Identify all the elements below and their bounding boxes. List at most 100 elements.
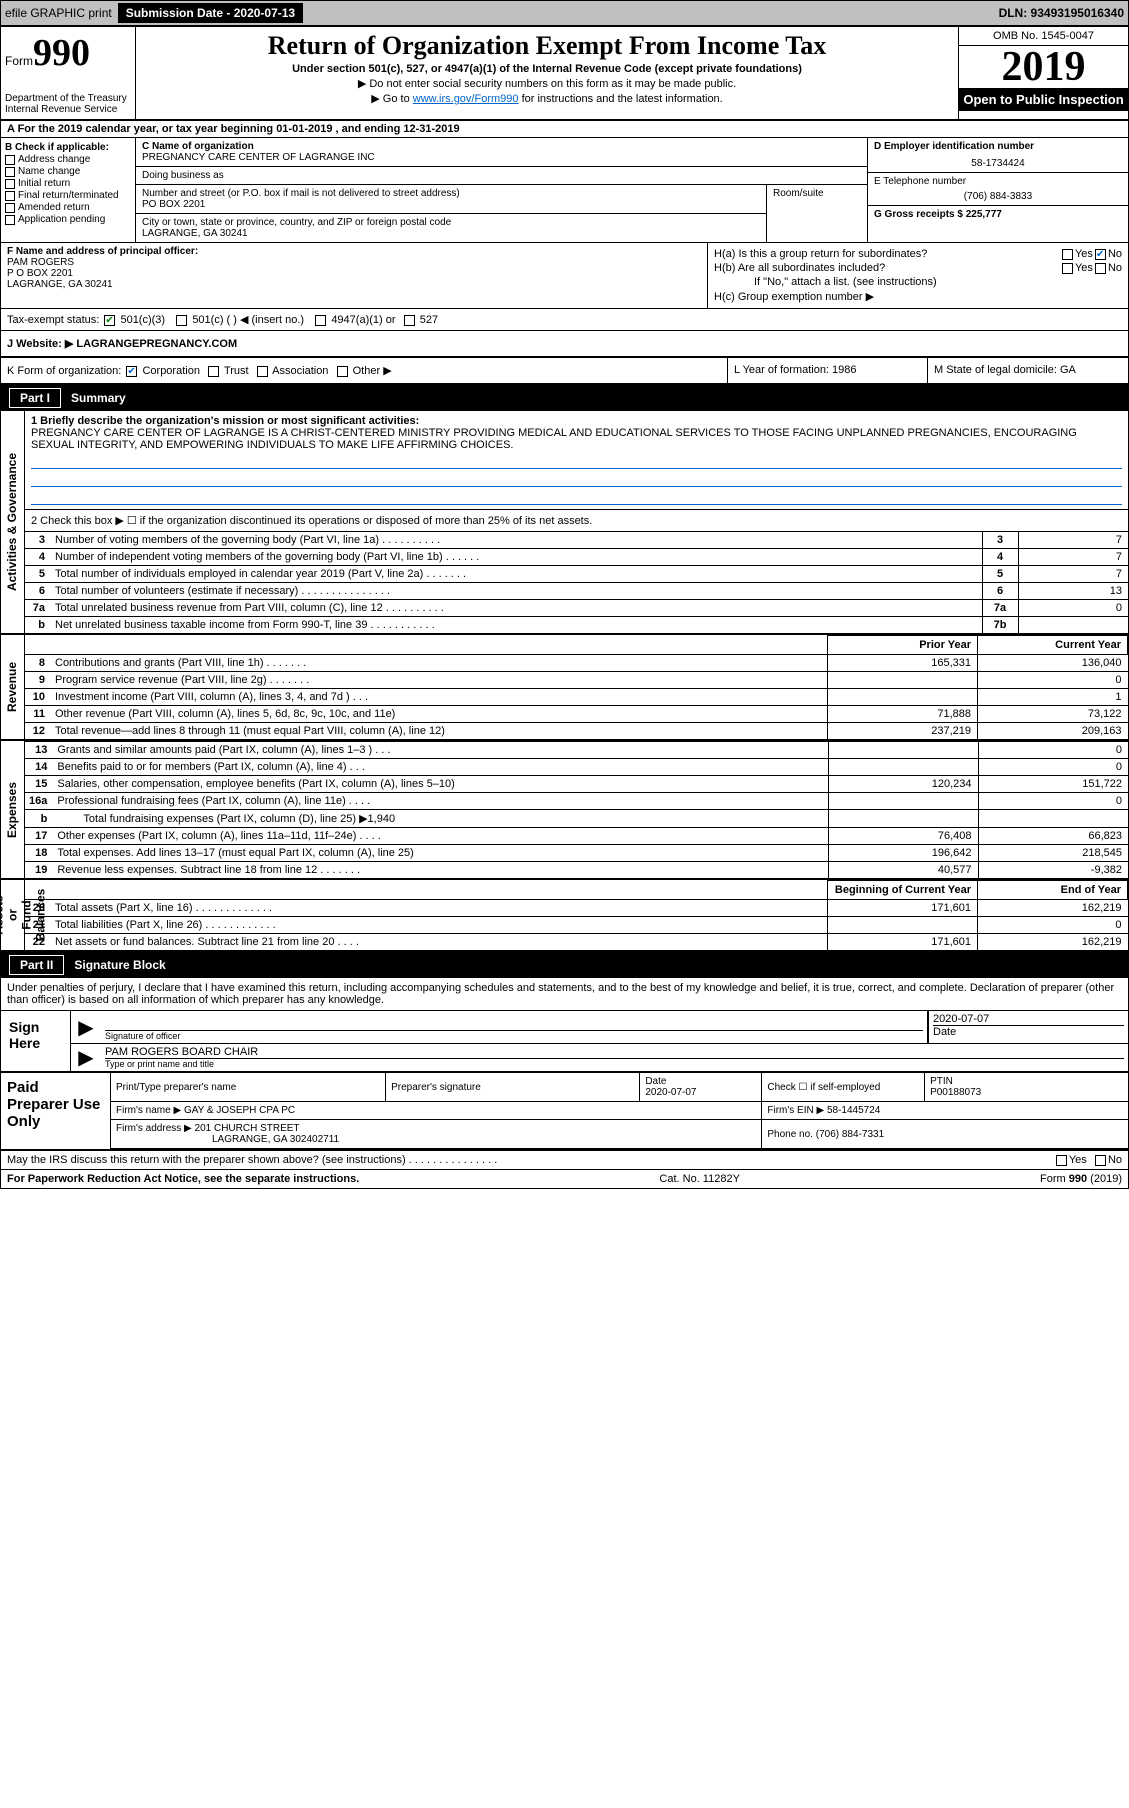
hb-yes-lbl: Yes	[1075, 262, 1093, 274]
col-l: L Year of formation: 1986	[728, 358, 928, 383]
ag-table: 3Number of voting members of the governi…	[25, 531, 1128, 633]
chk-address-change[interactable]	[5, 155, 15, 165]
sig-date-val: 2020-07-07	[933, 1013, 1124, 1025]
lbl-address-change: Address change	[18, 154, 90, 165]
chk-assoc[interactable]	[257, 366, 268, 377]
table-row: 20Total assets (Part X, line 16) . . . .…	[25, 900, 1128, 917]
submission-date-btn[interactable]: Submission Date - 2020-07-13	[118, 3, 303, 23]
hb-label: H(b) Are all subordinates included?	[714, 262, 1060, 274]
lbl-corp: Corporation	[142, 365, 199, 377]
hb-no-lbl: No	[1108, 262, 1122, 274]
chk-trust[interactable]	[208, 366, 219, 377]
chk-final-return[interactable]	[5, 191, 15, 201]
chk-501c[interactable]	[176, 315, 187, 326]
c-addr-label: Number and street (or P.O. box if mail i…	[142, 188, 760, 199]
q1-block: 1 Briefly describe the organization's mi…	[25, 411, 1128, 509]
d-value: 58-1734424	[874, 158, 1122, 169]
table-row: bTotal fundraising expenses (Part IX, co…	[25, 810, 1128, 828]
header-center: Return of Organization Exempt From Incom…	[136, 27, 958, 119]
page-footer: For Paperwork Reduction Act Notice, see …	[1, 1170, 1128, 1188]
chk-527[interactable]	[404, 315, 415, 326]
arrow-icon-2: ▶	[71, 1044, 101, 1071]
paid-preparer-row: Paid Preparer Use Only Print/Type prepar…	[1, 1073, 1128, 1151]
part1-netassets: Net Assets or Fund Balances Beginning of…	[1, 880, 1128, 952]
form-ref: Form 990 (2019)	[1040, 1173, 1122, 1185]
chk-501c3[interactable]	[104, 315, 115, 326]
signature-block: Under penalties of perjury, I declare th…	[1, 978, 1128, 1170]
sign-here-label: Sign Here	[1, 1011, 71, 1071]
open-public: Open to Public Inspection	[959, 88, 1128, 111]
j-value: LAGRANGEPREGNANCY.COM	[76, 338, 237, 350]
lbl-assoc: Association	[272, 365, 328, 377]
table-row: 15Salaries, other compensation, employee…	[25, 776, 1128, 793]
ha-no[interactable]	[1095, 249, 1106, 260]
table-row: 9Program service revenue (Part VIII, lin…	[25, 672, 1128, 689]
ptin-lbl: PTIN	[930, 1076, 953, 1087]
note2-post: for instructions and the latest informat…	[519, 93, 723, 105]
lbl-4947: 4947(a)(1) or	[331, 314, 395, 326]
f-addr1: P O BOX 2201	[7, 268, 701, 279]
q2-block: 2 Check this box ▶ ☐ if the organization…	[25, 509, 1128, 531]
sign-here-row: Sign Here ▶ Signature of officer 2020-07…	[1, 1011, 1128, 1073]
c-name-value: PREGNANCY CARE CENTER OF LAGRANGE INC	[142, 152, 861, 163]
preparer-table: Print/Type preparer's name Preparer's si…	[111, 1073, 1128, 1149]
form990-link[interactable]: www.irs.gov/Form990	[413, 93, 519, 105]
c-addr-value: PO BOX 2201	[142, 199, 760, 210]
sig-officer-lbl: Signature of officer	[105, 1031, 923, 1041]
chk-app-pending[interactable]	[5, 215, 15, 225]
c-room-label: Room/suite	[767, 185, 867, 242]
table-row: 11Other revenue (Part VIII, column (A), …	[25, 706, 1128, 723]
eoy-hdr: End of Year	[978, 881, 1128, 900]
table-row: 16aProfessional fundraising fees (Part I…	[25, 793, 1128, 810]
hb-no[interactable]	[1095, 263, 1106, 274]
j-label: J Website: ▶	[7, 338, 73, 350]
col-k: K Form of organization: Corporation Trus…	[1, 358, 728, 383]
g-gross-receipts: G Gross receipts $ 225,777	[868, 205, 1128, 223]
chk-amended[interactable]	[5, 203, 15, 213]
e-label: E Telephone number	[874, 176, 1122, 187]
dln-label: DLN: 93493195016340	[999, 6, 1124, 20]
sig-date-lbl: Date	[933, 1025, 1124, 1038]
paid-preparer-label: Paid Preparer Use Only	[1, 1073, 111, 1149]
discuss-no-lbl: No	[1108, 1154, 1122, 1166]
firm-ein-lbl: Firm's EIN ▶	[767, 1105, 824, 1116]
header-right: OMB No. 1545-0047 2019 Open to Public In…	[958, 27, 1128, 119]
table-row: 19Revenue less expenses. Subtract line 1…	[25, 862, 1128, 879]
discuss-yes-lbl: Yes	[1069, 1154, 1087, 1166]
lbl-initial-return: Initial return	[18, 178, 70, 189]
f-addr2: LAGRANGE, GA 30241	[7, 279, 701, 290]
table-row: 7aTotal unrelated business revenue from …	[25, 600, 1128, 617]
fh-row: F Name and address of principal officer:…	[1, 243, 1128, 309]
chk-initial-return[interactable]	[5, 179, 15, 189]
note2-pre: ▶ Go to	[371, 93, 412, 105]
side-ag: Activities & Governance	[1, 411, 25, 633]
hb-yes[interactable]	[1062, 263, 1073, 274]
chk-4947[interactable]	[315, 315, 326, 326]
phone-lbl: Phone no.	[767, 1129, 813, 1140]
ha-yes[interactable]	[1062, 249, 1073, 260]
tax-year: 2019	[959, 46, 1128, 88]
arrow-icon: ▶	[71, 1011, 101, 1043]
discuss-no[interactable]	[1095, 1155, 1106, 1166]
header-note1: ▶ Do not enter social security numbers o…	[144, 77, 950, 90]
chk-other[interactable]	[337, 366, 348, 377]
tax-exempt-row: Tax-exempt status: 501(c)(3) 501(c) ( ) …	[1, 309, 1128, 331]
chk-name-change[interactable]	[5, 167, 15, 177]
table-row: 14Benefits paid to or for members (Part …	[25, 759, 1128, 776]
part1-activities: Activities & Governance 1 Briefly descri…	[1, 411, 1128, 635]
discuss-row: May the IRS discuss this return with the…	[1, 1151, 1128, 1170]
lbl-name-change: Name change	[18, 166, 80, 177]
discuss-yes[interactable]	[1056, 1155, 1067, 1166]
prep-date-val: 2020-07-07	[645, 1087, 696, 1098]
c-name-block: C Name of organization PREGNANCY CARE CE…	[136, 138, 867, 167]
chk-corp[interactable]	[126, 366, 137, 377]
table-row: 17Other expenses (Part IX, column (A), l…	[25, 828, 1128, 845]
part1-num: Part I	[9, 388, 61, 408]
form-number: 990	[33, 32, 90, 74]
ha-label: H(a) Is this a group return for subordin…	[714, 248, 1060, 260]
firm-addr1: 201 CHURCH STREET	[195, 1123, 300, 1134]
efile-label: efile GRAPHIC print	[5, 6, 112, 20]
klm-row: K Form of organization: Corporation Trus…	[1, 358, 1128, 385]
side-rev: Revenue	[1, 635, 25, 739]
col-m: M State of legal domicile: GA	[928, 358, 1128, 383]
